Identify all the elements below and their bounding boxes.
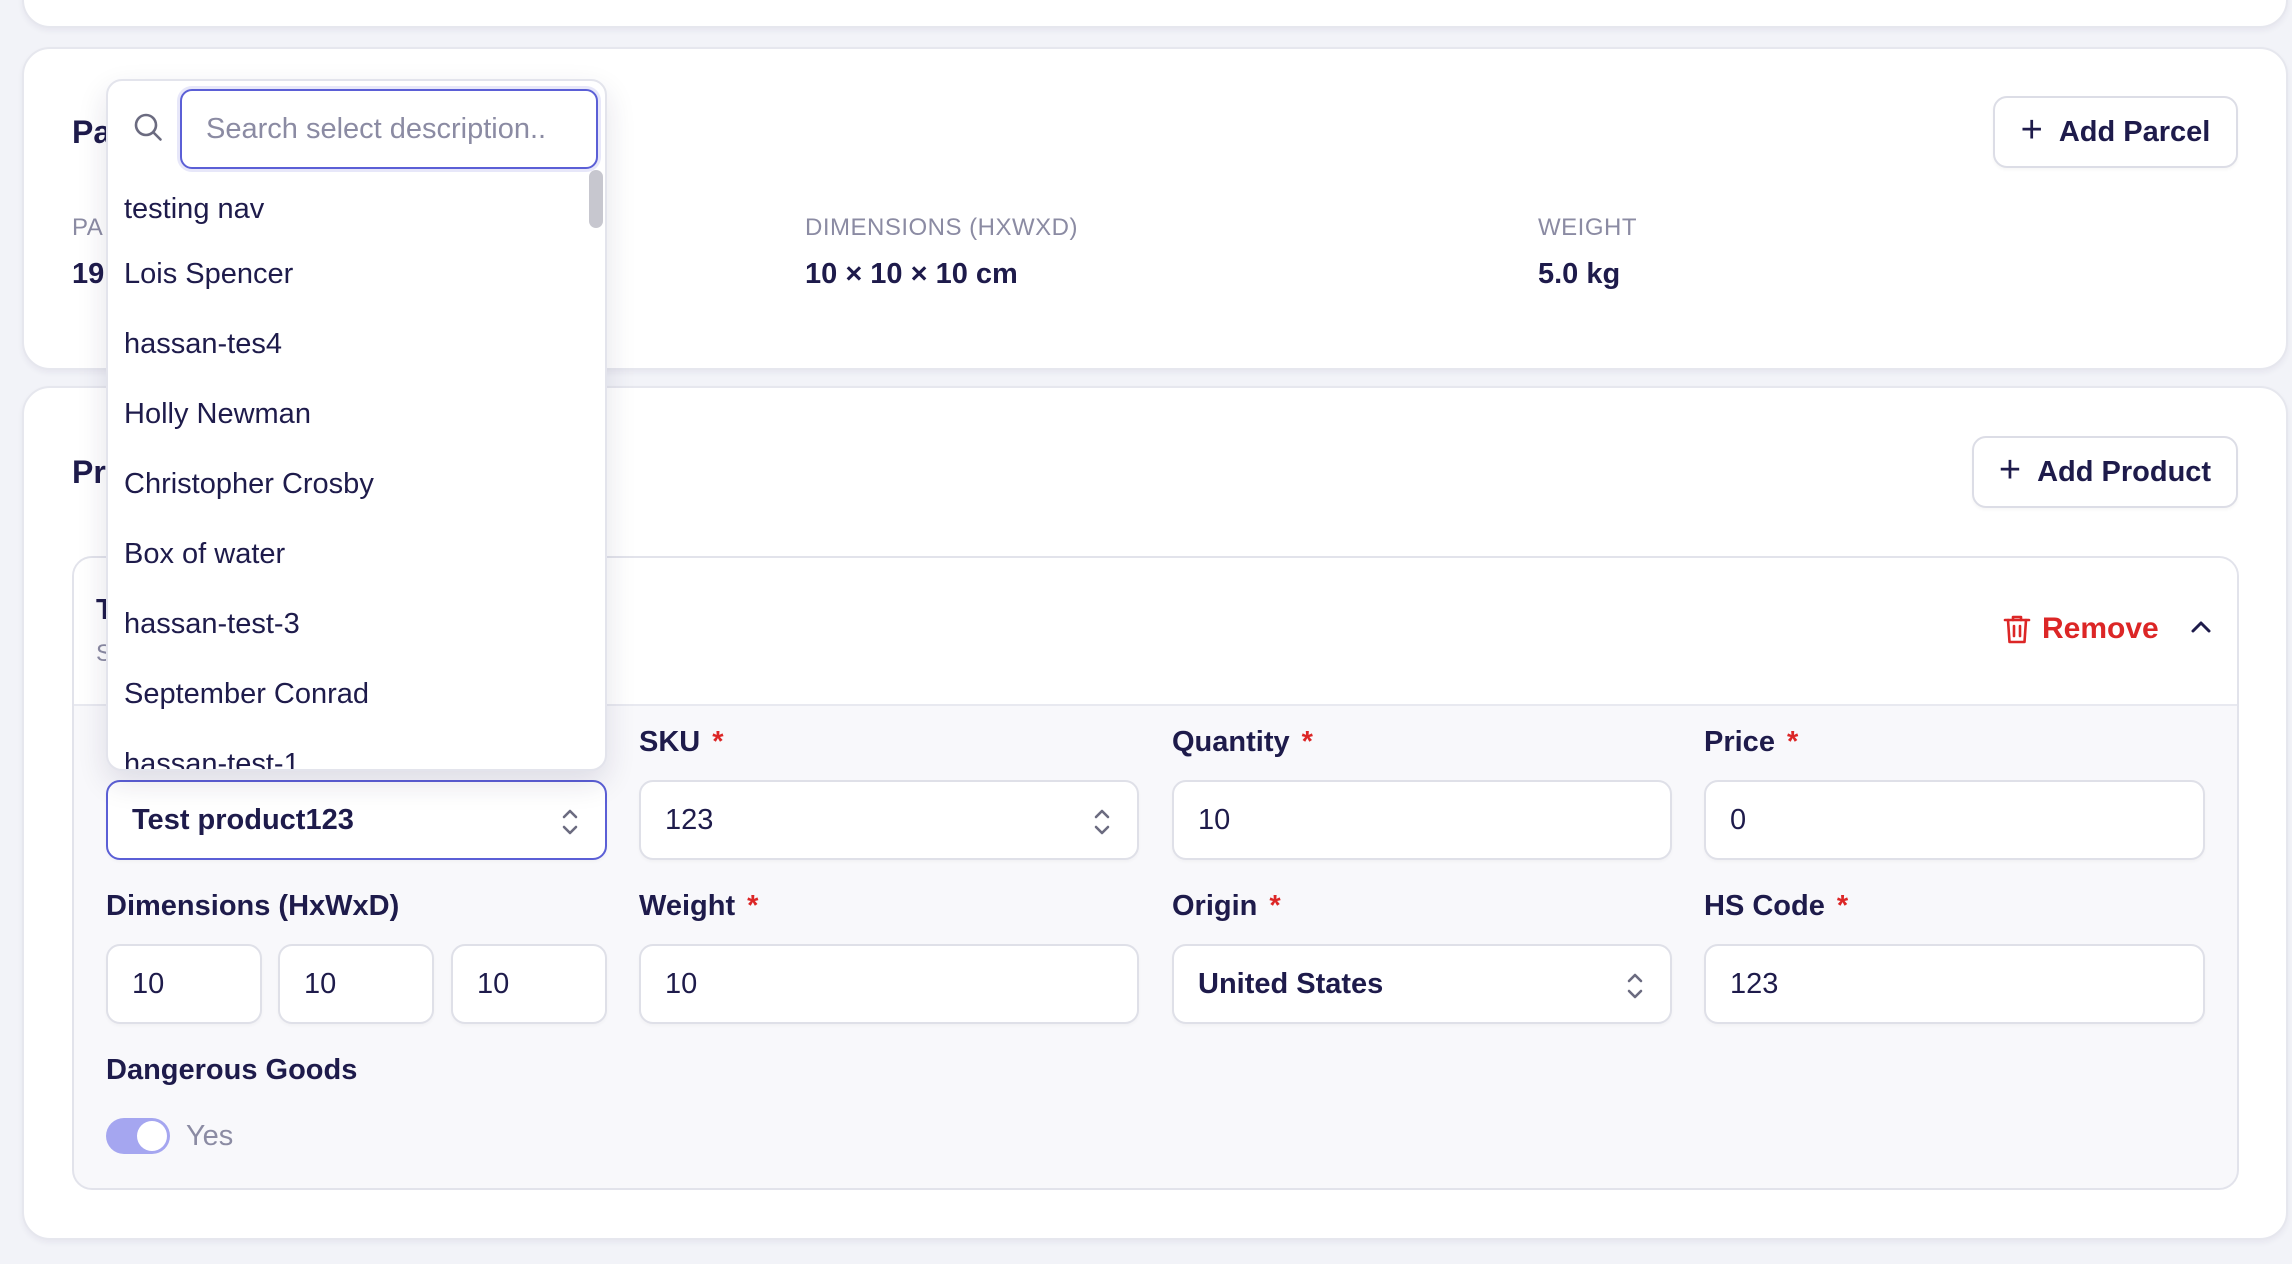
parcel-weight-label: WEIGHT bbox=[1538, 214, 1637, 241]
sku-select[interactable]: 123 bbox=[639, 780, 1139, 860]
dropdown-option[interactable]: hassan-test-3 bbox=[124, 608, 300, 640]
chevron-up-down-icon bbox=[1094, 809, 1110, 835]
remove-label: Remove bbox=[2042, 612, 2159, 645]
price-input[interactable]: 0 bbox=[1704, 780, 2205, 860]
hs-code-value: 123 bbox=[1730, 967, 1779, 1000]
dropdown-option[interactable]: Christopher Crosby bbox=[124, 468, 374, 500]
dimension-height-input[interactable]: 10 bbox=[106, 944, 262, 1024]
weight-input[interactable]: 10 bbox=[639, 944, 1139, 1024]
origin-select[interactable]: United States bbox=[1172, 944, 1672, 1024]
add-product-button[interactable]: + Add Product bbox=[1972, 436, 2238, 508]
chevron-up-down-icon bbox=[1627, 973, 1643, 999]
quantity-input[interactable]: 10 bbox=[1172, 780, 1672, 860]
products-title: Pr bbox=[72, 454, 106, 490]
product-dropdown: testing nav Lois Spencer hassan-tes4 Hol… bbox=[106, 79, 607, 771]
parcel-id-label: PA bbox=[72, 214, 104, 241]
add-parcel-button[interactable]: + Add Parcel bbox=[1993, 96, 2238, 168]
dropdown-option[interactable]: Lois Spencer bbox=[124, 258, 294, 290]
toggle-knob bbox=[137, 1121, 167, 1151]
plus-icon: + bbox=[2020, 109, 2043, 151]
parcel-dimensions-value: 10 × 10 × 10 cm bbox=[805, 258, 1018, 290]
dimensions-label: Dimensions (HxWxD) bbox=[106, 890, 400, 922]
parcel-dimensions-label: DIMENSIONS (HXWXD) bbox=[805, 214, 1078, 241]
dimension-depth-value: 10 bbox=[477, 967, 510, 1000]
product-select[interactable]: Test product123 bbox=[106, 780, 607, 860]
dimension-width-input[interactable]: 10 bbox=[278, 944, 434, 1024]
dropdown-options: testing nav Lois Spencer hassan-tes4 Hol… bbox=[108, 179, 605, 769]
dropdown-option[interactable]: testing nav bbox=[124, 193, 265, 225]
dropdown-option[interactable]: September Conrad bbox=[124, 678, 370, 710]
hs-code-label: HS Code * bbox=[1704, 890, 1849, 922]
dropdown-option[interactable]: hassan-test-1 bbox=[124, 748, 300, 769]
dangerous-goods-toggle-label: Yes bbox=[186, 1120, 234, 1152]
remove-product-button[interactable]: Remove bbox=[2002, 612, 2159, 646]
quantity-value: 10 bbox=[1198, 803, 1231, 836]
dimension-height-value: 10 bbox=[132, 967, 165, 1000]
dropdown-option[interactable]: Holly Newman bbox=[124, 398, 311, 430]
chevron-up-icon[interactable] bbox=[2186, 612, 2216, 642]
parcel-weight-value: 5.0 kg bbox=[1538, 258, 1621, 290]
origin-value: United States bbox=[1198, 967, 1384, 1000]
price-value: 0 bbox=[1730, 803, 1747, 836]
weight-value: 10 bbox=[665, 967, 698, 1000]
dimension-width-value: 10 bbox=[304, 967, 337, 1000]
plus-icon: + bbox=[1998, 449, 2022, 491]
dropdown-scrollbar[interactable] bbox=[587, 179, 603, 769]
chevron-up-down-icon bbox=[562, 809, 578, 835]
trash-icon bbox=[2003, 615, 2031, 644]
dimension-depth-input[interactable]: 10 bbox=[451, 944, 607, 1024]
dropdown-scrollbar-thumb[interactable] bbox=[589, 170, 603, 228]
parcels-title: Pa bbox=[72, 114, 112, 150]
origin-label: Origin * bbox=[1172, 890, 1281, 922]
search-icon bbox=[134, 113, 162, 141]
add-parcel-label: Add Parcel bbox=[2058, 115, 2211, 148]
price-label: Price * bbox=[1704, 726, 1799, 758]
sku-label: SKU * bbox=[639, 726, 724, 758]
dangerous-goods-toggle[interactable] bbox=[106, 1118, 170, 1154]
add-product-label: Add Product bbox=[2037, 455, 2212, 488]
dropdown-option[interactable]: Box of water bbox=[124, 538, 286, 570]
dropdown-option[interactable]: hassan-tes4 bbox=[124, 328, 282, 360]
hs-code-input[interactable]: 123 bbox=[1704, 944, 2205, 1024]
weight-label: Weight * bbox=[639, 890, 759, 922]
dangerous-goods-label: Dangerous Goods bbox=[106, 1054, 358, 1086]
product-select-value: Test product123 bbox=[132, 803, 354, 836]
parcel-id-value: 19 bbox=[72, 258, 105, 290]
previous-section-card bbox=[22, 0, 2288, 28]
sku-value: 123 bbox=[665, 803, 714, 836]
dropdown-search-input[interactable] bbox=[180, 89, 598, 169]
quantity-label: Quantity * bbox=[1172, 726, 1313, 758]
